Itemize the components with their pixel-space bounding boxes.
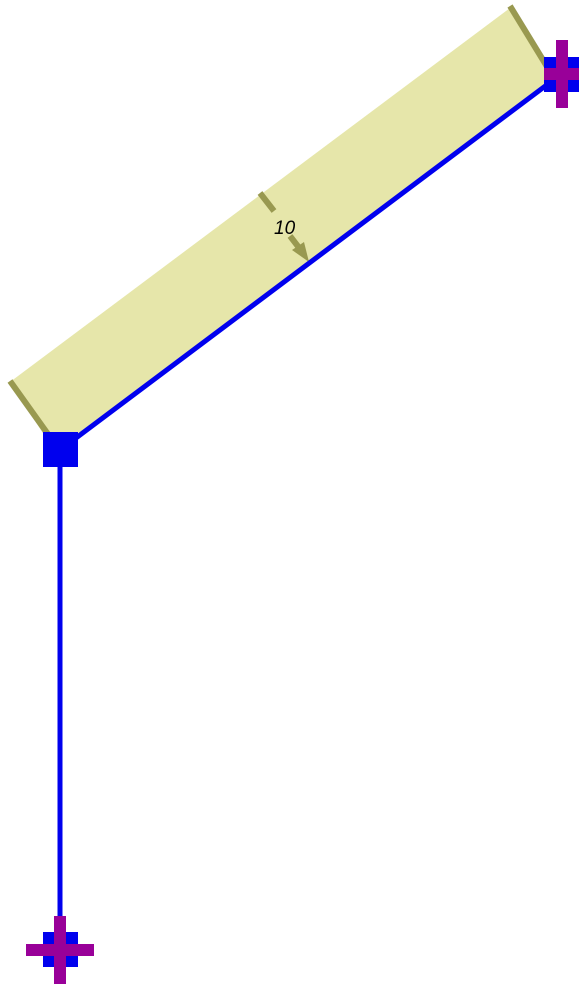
- inclined-member: [58, 73, 562, 452]
- load-value-label: 10: [274, 218, 296, 239]
- pin-support-top-right: [544, 40, 579, 108]
- distributed-load-band: [10, 8, 555, 452]
- load-arrow: [257, 191, 309, 262]
- load-end-tick-bottom: [7, 379, 53, 439]
- pin-support-bottom-left: [26, 916, 94, 984]
- node-middle-left: [43, 432, 78, 467]
